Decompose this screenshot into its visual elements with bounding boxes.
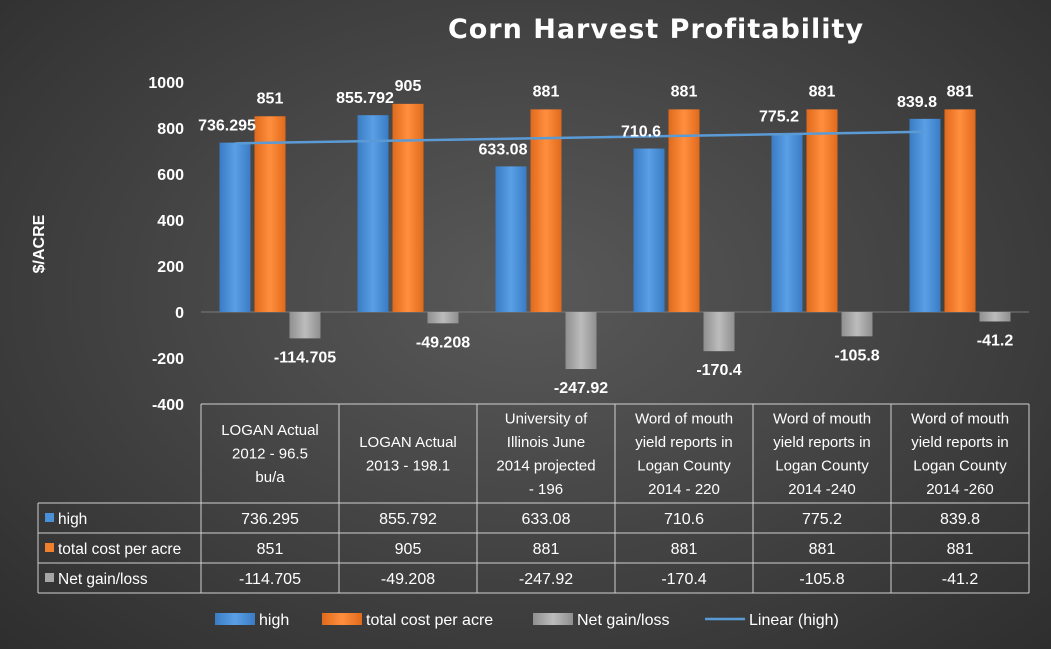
table-cell: -49.208 xyxy=(381,571,435,588)
y-tick-label: 400 xyxy=(157,213,184,230)
y-tick-label: 1000 xyxy=(148,75,184,92)
table-legend-key xyxy=(45,543,54,552)
data-label: 881 xyxy=(809,83,836,100)
data-label: 855.792 xyxy=(336,90,394,107)
table-cell: 775.2 xyxy=(802,511,842,528)
data-label: -114.705 xyxy=(274,349,336,366)
y-tick-label: -200 xyxy=(152,351,184,368)
table-row-label: high xyxy=(58,511,87,528)
data-label: 881 xyxy=(947,83,974,100)
bars xyxy=(219,103,1011,370)
trendline xyxy=(234,130,926,145)
data-label: 710.6 xyxy=(621,124,661,141)
data-label: 775.2 xyxy=(759,109,799,126)
data-label: -170.4 xyxy=(696,362,741,379)
table-cell: -105.8 xyxy=(799,571,844,588)
data-label: 881 xyxy=(533,83,560,100)
category-label: Word of mouth yield reports in Logan Count… xyxy=(911,410,1009,498)
trendline-linear-high xyxy=(234,130,926,145)
table-cell: 881 xyxy=(533,541,560,558)
bar-total-cost-per-acre xyxy=(668,109,700,313)
bar-net-gain-loss xyxy=(289,312,321,339)
table-cell: 839.8 xyxy=(940,511,980,528)
table-cell: -170.4 xyxy=(661,571,706,588)
data-label: -105.8 xyxy=(834,347,879,364)
table-cell: 905 xyxy=(395,541,422,558)
legend: high total cost per acre Net gain/loss Line… xyxy=(215,612,839,629)
table-legend-key xyxy=(45,573,54,582)
table-cell: 881 xyxy=(809,541,836,558)
data-label: -49.208 xyxy=(416,334,470,351)
bar-net-gain-loss xyxy=(427,312,459,324)
table-cell: 633.08 xyxy=(522,511,571,528)
table-cell: 710.6 xyxy=(664,511,704,528)
bar-total-cost-per-acre xyxy=(806,109,838,313)
data-label: 905 xyxy=(395,78,422,95)
y-tick-label: -400 xyxy=(152,397,184,414)
bar-high xyxy=(219,142,251,312)
table-cell: 855.792 xyxy=(379,511,437,528)
table-row-label: total cost per acre xyxy=(58,541,181,558)
category-label: LOGAN Actual 2012 - 96.5 bu/a xyxy=(221,422,319,486)
legend-swatch xyxy=(215,613,255,625)
bar-net-gain-loss xyxy=(703,312,735,352)
data-label: 633.08 xyxy=(479,141,528,158)
data-label: 839.8 xyxy=(897,94,937,111)
table-row-label: Net gain/loss xyxy=(58,571,148,588)
bar-total-cost-per-acre xyxy=(392,103,424,312)
data-labels: 736.295 855.792 633.08 710.6 775.2 839.8 851 90… xyxy=(198,78,1013,397)
legend-label: high xyxy=(259,612,289,629)
y-tick-label: 0 xyxy=(175,305,184,322)
legend-label: total cost per acre xyxy=(366,612,493,629)
bar-high xyxy=(495,166,527,312)
table-cell: -247.92 xyxy=(519,571,573,588)
data-label: -41.2 xyxy=(977,332,1014,349)
data-label: 851 xyxy=(257,90,284,107)
legend-swatch xyxy=(533,613,573,625)
bar-net-gain-loss xyxy=(565,312,597,370)
y-tick-label: 200 xyxy=(157,259,184,276)
table-cell: -114.705 xyxy=(239,571,301,588)
data-label: 881 xyxy=(671,83,698,100)
table-cell: 851 xyxy=(257,541,284,558)
table-cell: 881 xyxy=(671,541,698,558)
data-table: LOGAN Actual 2012 - 96.5 bu/a LOGAN Actual 2… xyxy=(37,403,1030,594)
chart-title: Corn Harvest Profitability xyxy=(448,14,864,45)
category-label: University of Illinois June 2014 projected… xyxy=(496,410,595,498)
data-label: 736.295 xyxy=(198,118,256,135)
bar-net-gain-loss xyxy=(979,312,1011,322)
y-tick-label: 600 xyxy=(157,167,184,184)
bar-total-cost-per-acre xyxy=(530,109,562,313)
legend-swatch xyxy=(322,613,362,625)
table-cell: 736.295 xyxy=(241,511,299,528)
bar-total-cost-per-acre xyxy=(254,116,286,313)
category-label: LOGAN Actual 2013 - 198.1 xyxy=(359,434,457,475)
bar-high xyxy=(909,118,941,312)
table-legend-key xyxy=(45,513,54,522)
y-axis-label: $/ACRE xyxy=(31,214,48,273)
legend-label: Net gain/loss xyxy=(577,612,670,629)
bar-net-gain-loss xyxy=(841,312,873,337)
y-axis-ticks: -400 -200 0 200 400 600 800 1000 xyxy=(148,75,1029,414)
category-label: Word of mouth yield reports in Logan Count… xyxy=(635,410,733,498)
bar-total-cost-per-acre xyxy=(944,109,976,313)
bar-high xyxy=(357,115,389,312)
category-label: Word of mouth yield reports in Logan Count… xyxy=(773,410,871,498)
data-label: -247.92 xyxy=(554,380,608,397)
y-tick-label: 800 xyxy=(157,121,184,138)
bar-high xyxy=(633,148,665,312)
table-cell: 881 xyxy=(947,541,974,558)
bar-high xyxy=(771,133,803,312)
table-cell: -41.2 xyxy=(942,571,979,588)
legend-label: Linear (high) xyxy=(749,612,839,629)
